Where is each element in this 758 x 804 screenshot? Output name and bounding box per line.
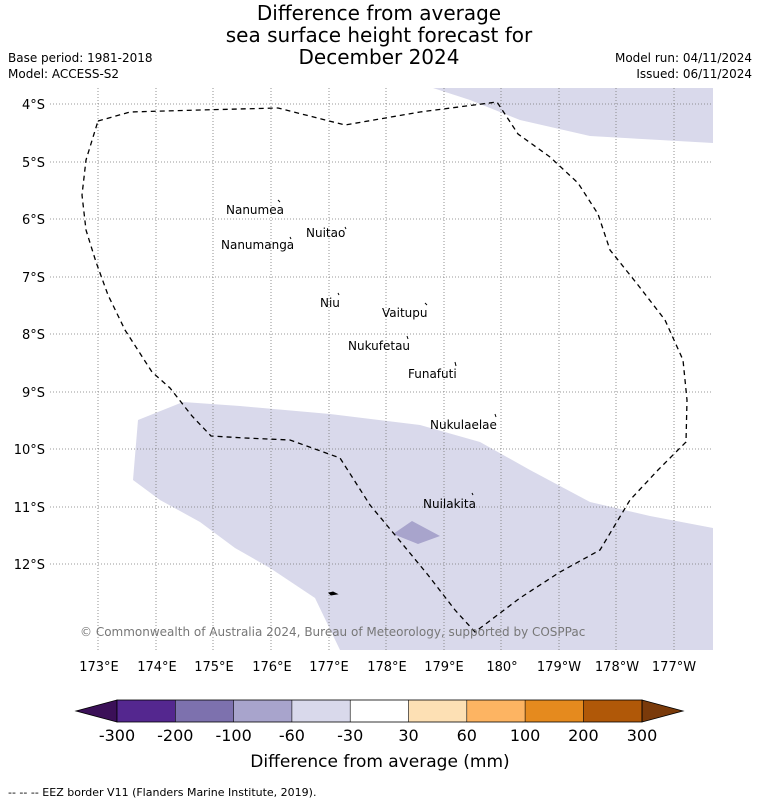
lon-tick-label: 173°E: [79, 660, 119, 675]
lon-tick-label: 176°E: [252, 660, 292, 675]
lon-tick-label: 179°E: [424, 660, 464, 675]
colorbar-tick-label: -200: [157, 726, 193, 745]
colorbar-bin: [291, 700, 351, 722]
colorbar-tick-label: 30: [398, 726, 418, 745]
island-label-nuitao: Nuitao: [306, 226, 345, 240]
lon-tick-label: 178°E: [367, 660, 407, 675]
island-label-niu: Niu: [320, 296, 340, 310]
lat-tick-label: 9°S: [22, 386, 45, 401]
island-label-nanumanga: Nanumanga: [221, 238, 294, 252]
colorbar: -300 -200 -100 -60 -30 30 60 100 200 300…: [74, 699, 685, 772]
title-line-2: sea surface height forecast for: [225, 23, 533, 47]
lat-tick-label: 12°S: [14, 558, 45, 573]
island-label-nuilakita: Nuilakita: [423, 497, 476, 511]
colorbar-bin: [408, 700, 467, 722]
island-label-vaitupu: Vaitupu: [382, 306, 428, 320]
lat-tick-label: 4°S: [22, 98, 45, 113]
copyright-text: © Commonwealth of Australia 2024, Bureau…: [80, 625, 585, 639]
colorbar-bin: [233, 700, 292, 722]
lat-tick-label: 8°S: [22, 328, 45, 343]
lon-tick-label: 175°E: [194, 660, 234, 675]
island-label-nanumea: Nanumea: [226, 203, 284, 217]
lon-tick-label: 174°E: [137, 660, 177, 675]
lat-tick-label: 6°S: [22, 213, 45, 228]
colorbar-title: Difference from average (mm): [250, 752, 509, 772]
colorbar-tick-label: 300: [627, 726, 658, 745]
colorbar-bin: [117, 700, 176, 722]
lon-tick-label: 177°E: [309, 660, 349, 675]
colorbar-tick-label: 100: [510, 726, 541, 745]
lat-tick-label: 5°S: [22, 156, 45, 171]
colorbar-bin: [525, 700, 584, 722]
island-label-nukufetau: Nukufetau: [348, 339, 410, 353]
colorbar-tick-label: 200: [568, 726, 599, 745]
eez-border: [81, 101, 688, 633]
island-markers: [277, 199, 497, 596]
lon-tick-label: 179°W: [537, 660, 581, 675]
colorbar-bin: [175, 700, 234, 722]
colorbar-tick-label: -300: [99, 726, 135, 745]
lon-tick-label: 177°W: [652, 660, 696, 675]
title-line-1: Difference from average: [256, 1, 502, 25]
lat-tick-label: 10°S: [14, 443, 45, 458]
colorbar-tick-label: -100: [215, 726, 251, 745]
title-line-3: December 2024: [298, 45, 460, 69]
lat-tick-label: 7°S: [22, 271, 45, 286]
colorbar-outline: [116, 699, 643, 723]
colorbar-bin: [583, 700, 642, 722]
anomaly-area-darker: [393, 521, 440, 544]
lon-tick-label: 180°: [486, 660, 517, 675]
island-label-funafuti: Funafuti: [408, 367, 457, 381]
colorbar-tick-label: -30: [337, 726, 363, 745]
colorbar-high-extend: [641, 699, 685, 723]
anomaly-area-south: [133, 402, 713, 650]
colorbar-bin: [466, 700, 526, 722]
colorbar-bin: [350, 700, 409, 722]
colorbar-low-extend: [74, 699, 118, 723]
lat-tick-label: 11°S: [14, 501, 45, 516]
island-label-nukulaelae: Nukulaelae: [430, 418, 497, 432]
base-period-text: Base period: 1981-2018: [8, 51, 153, 65]
colorbar-tick-label: -60: [279, 726, 305, 745]
anomaly-area-north: [433, 88, 713, 143]
graticule: [50, 88, 713, 650]
issued-text: Issued: 06/11/2024: [636, 67, 752, 81]
colorbar-tick-label: 60: [457, 726, 477, 745]
model-text: Model: ACCESS-S2: [8, 67, 120, 81]
model-run-text: Model run: 04/11/2024: [614, 51, 752, 65]
eez-legend-text: -- -- -- EEZ border V11 (Flanders Marine…: [8, 786, 317, 799]
lon-tick-label: 178°W: [595, 660, 639, 675]
